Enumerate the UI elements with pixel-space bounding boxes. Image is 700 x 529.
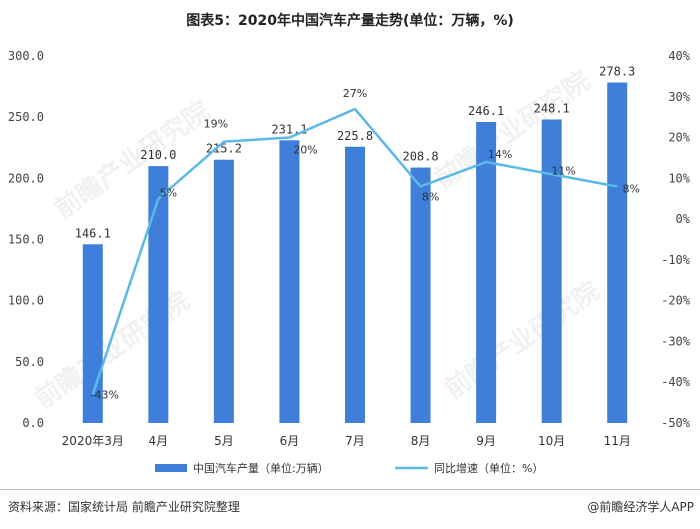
right-tick-label: 40% [668,49,690,63]
bar [148,166,169,423]
bar-value-label: 215.2 [206,142,242,156]
chart-area: 0.0 50.0 100.0 150.0 200.0 250.0 300.0 -50% -40… [8,49,691,475]
line-point-label: 14% [488,148,512,161]
category-label: 2020年3月 [62,434,124,448]
bar [345,146,365,423]
footer-divider [0,489,700,490]
category-label: 4月 [149,434,169,448]
bar-value-label: 146.1 [75,226,111,240]
left-axis-ticks: 0.0 50.0 100.0 150.0 200.0 250.0 300.0 [8,49,44,430]
source-note: 资料来源：国家统计局 前瞻产业研究院整理 [8,500,240,514]
bar-value-label: 208.8 [402,150,438,164]
left-tick-label: 200.0 [8,171,44,185]
right-tick-label: 30% [668,90,690,104]
category-label: 10月 [538,434,565,448]
left-tick-label: 100.0 [8,294,44,308]
bar-value-label: 231.1 [271,122,307,136]
bar-value-label: 278.3 [599,65,635,79]
category-label: 6月 [280,434,300,448]
chart-title: 图表5：2020年中国汽车产量走势(单位：万辆，%) [186,13,514,29]
right-tick-label: -40% [661,375,691,389]
right-tick-label: 10% [668,171,690,185]
category-label: 8月 [411,434,431,448]
right-tick-label: -20% [661,294,691,308]
line-point-label: 8% [422,190,439,203]
bar-value-label: 225.8 [337,129,373,143]
bar-series: 146.1 210.0 215.2 231.1 225.8 208.8 246.1 248.1… [75,65,635,424]
line-point-label: 5% [160,187,177,200]
bar-value-label: 246.1 [468,104,504,118]
right-tick-label: -50% [661,416,691,430]
left-tick-label: 50.0 [15,355,44,369]
line-point-label: 11% [551,164,575,177]
left-tick-label: 300.0 [8,49,44,63]
bar [541,119,562,423]
line-series: -43% 5% 19% 20% 27% 8% 14% 11% 8% [91,87,640,401]
bar [213,159,234,424]
bar [410,167,431,423]
legend: 中国汽车产量（单位:万辆） 同比增速（单位：%） [155,461,543,475]
line-point-label: 27% [343,87,367,100]
right-tick-label: -30% [661,334,691,348]
right-tick-label: 20% [668,131,690,145]
legend-bar-label: 中国汽车产量（单位:万辆） [193,461,329,475]
bar [279,140,300,424]
right-axis-ticks: -50% -40% -30% -20% -10% 0% 10% 20% 30% 40% [661,49,691,430]
line-point-label: 8% [622,182,639,195]
bar [607,82,628,424]
category-label: 5月 [214,434,234,448]
line-point-label: 20% [293,144,317,157]
bar-value-label: 248.1 [534,101,570,115]
left-tick-label: 250.0 [8,110,44,124]
growth-line [91,107,618,395]
category-label: 7月 [345,434,365,448]
left-tick-label: 150.0 [8,233,44,247]
bar-value-label: 210.0 [140,148,176,162]
bar [476,121,497,423]
line-point-label: -43% [91,388,119,401]
category-labels: 2020年3月 4月 5月 6月 7月 8月 9月 10月 11月 [62,434,631,448]
right-tick-label: 0% [676,212,691,226]
left-tick-label: 0.0 [22,416,44,430]
legend-bar-swatch [155,464,187,472]
right-tick-label: -10% [661,253,691,267]
legend-line-label: 同比增速（单位：%） [434,461,543,475]
brand-credit: @前瞻经济学人APP [587,500,694,514]
line-point-label: 19% [204,118,228,131]
category-label: 11月 [604,434,631,448]
category-label: 9月 [476,434,496,448]
